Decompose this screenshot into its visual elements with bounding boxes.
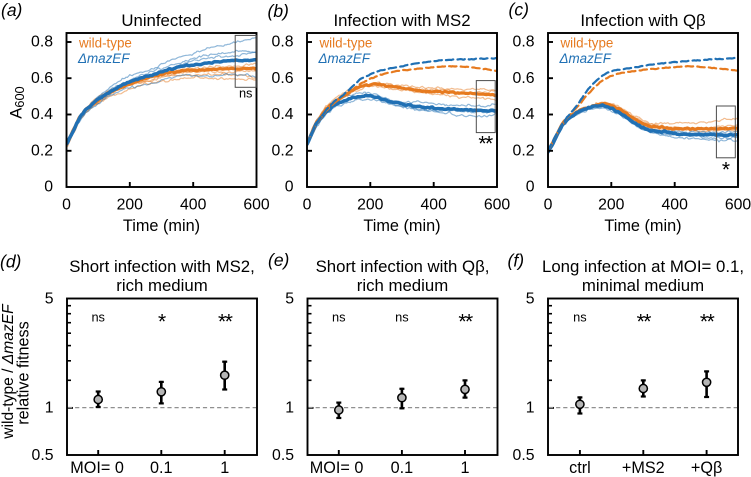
svg-text:Uninfected: Uninfected: [121, 11, 201, 30]
svg-text:0: 0: [544, 196, 553, 213]
svg-text:0.6: 0.6: [272, 70, 294, 87]
svg-text:600: 600: [725, 196, 751, 213]
svg-text:Infection with Qβ: Infection with Qβ: [580, 11, 705, 30]
svg-text:ns: ns: [239, 86, 253, 101]
svg-text:600: 600: [243, 196, 270, 213]
svg-text:0.1: 0.1: [391, 459, 414, 477]
svg-text:1: 1: [460, 459, 469, 477]
svg-text:(d): (d): [0, 252, 21, 272]
svg-text:Short infection with MS2,: Short infection with MS2,: [69, 257, 255, 276]
svg-text:0: 0: [285, 179, 294, 196]
svg-text:0.4: 0.4: [272, 106, 294, 123]
svg-text:5: 5: [285, 290, 294, 307]
svg-text:0.2: 0.2: [513, 142, 535, 159]
svg-text:Long infection at MOI= 0.1,: Long infection at MOI= 0.1,: [542, 257, 744, 276]
svg-text:ΔmazEF: ΔmazEF: [77, 51, 130, 66]
svg-text:**: **: [458, 310, 473, 333]
svg-text:0.6: 0.6: [31, 70, 53, 87]
svg-text:**: **: [478, 132, 493, 155]
svg-text:**: **: [700, 310, 715, 333]
svg-text:5: 5: [526, 290, 535, 307]
svg-text:400: 400: [180, 196, 207, 213]
svg-text:(f): (f): [508, 251, 525, 271]
svg-text:0: 0: [526, 179, 535, 196]
svg-text:200: 200: [598, 196, 625, 213]
svg-text:*: *: [158, 310, 166, 333]
svg-text:0.8: 0.8: [513, 34, 535, 51]
svg-text:A600: A600: [8, 86, 28, 118]
svg-text:ns: ns: [91, 309, 105, 324]
svg-text:400: 400: [421, 196, 448, 213]
svg-text:0: 0: [303, 196, 312, 213]
svg-text:rich medium: rich medium: [357, 276, 448, 295]
svg-text:5: 5: [45, 290, 54, 307]
svg-text:ns: ns: [395, 309, 409, 324]
svg-text:(c): (c): [509, 0, 529, 20]
svg-text:200: 200: [117, 196, 144, 213]
svg-text:+MS2: +MS2: [622, 459, 665, 477]
svg-text:wild-type / ΔmazEF: wild-type / ΔmazEF: [0, 303, 17, 440]
svg-text:0.6: 0.6: [513, 70, 535, 87]
svg-text:Time (min): Time (min): [123, 217, 200, 235]
svg-text:Time (min): Time (min): [363, 217, 440, 235]
svg-text:0: 0: [62, 196, 71, 213]
svg-text:ns: ns: [332, 309, 346, 324]
svg-text:ΔmazEF: ΔmazEF: [318, 51, 371, 66]
svg-text:**: **: [637, 310, 652, 333]
svg-text:rich medium: rich medium: [116, 276, 207, 295]
svg-text:1: 1: [526, 400, 535, 417]
svg-text:ctrl: ctrl: [569, 459, 591, 477]
svg-text:(b): (b): [268, 1, 289, 21]
svg-text:0.4: 0.4: [513, 106, 535, 123]
svg-text:ΔmazEF: ΔmazEF: [559, 51, 612, 66]
svg-text:1: 1: [285, 400, 294, 417]
svg-text:wild-type: wild-type: [78, 36, 132, 51]
svg-text:MOI= 0: MOI= 0: [310, 459, 364, 477]
svg-text:relative fitness: relative fitness: [15, 321, 33, 424]
svg-text:Time (min): Time (min): [604, 217, 681, 235]
svg-text:0.1: 0.1: [150, 459, 173, 477]
svg-text:minimal medium: minimal medium: [582, 276, 704, 295]
svg-text:1: 1: [45, 400, 54, 417]
svg-text:+Qβ: +Qβ: [691, 459, 722, 477]
svg-text:Short infection with Qβ,: Short infection with Qβ,: [316, 257, 490, 276]
svg-text:0.2: 0.2: [31, 142, 53, 159]
svg-text:**: **: [218, 310, 233, 333]
svg-text:400: 400: [662, 196, 689, 213]
svg-text:(e): (e): [268, 250, 289, 270]
svg-text:wild-type: wild-type: [319, 36, 373, 51]
svg-text:0.8: 0.8: [272, 34, 294, 51]
svg-text:(a): (a): [1, 0, 22, 20]
svg-text:MOI= 0: MOI= 0: [70, 459, 124, 477]
svg-text:0.8: 0.8: [31, 34, 53, 51]
svg-text:0: 0: [44, 179, 53, 196]
svg-text:Infection with MS2: Infection with MS2: [333, 11, 470, 30]
svg-text:0.5: 0.5: [32, 447, 54, 464]
svg-text:0.5: 0.5: [272, 447, 294, 464]
svg-text:wild-type: wild-type: [560, 36, 614, 51]
svg-text:0.2: 0.2: [272, 142, 294, 159]
svg-text:*: *: [722, 158, 730, 181]
svg-text:0.4: 0.4: [31, 106, 53, 123]
svg-text:600: 600: [484, 196, 511, 213]
svg-text:200: 200: [357, 196, 384, 213]
svg-text:1: 1: [220, 459, 229, 477]
svg-text:0.5: 0.5: [513, 447, 535, 464]
svg-text:ns: ns: [573, 309, 587, 324]
